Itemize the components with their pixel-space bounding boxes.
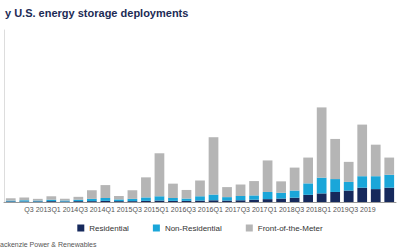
svg-text:Residential: Residential: [89, 224, 129, 233]
svg-text:Q1 2018: Q1 2018: [268, 206, 295, 214]
svg-text:Non-Residential: Non-Residential: [165, 224, 222, 233]
svg-text:Q3 2014: Q3 2014: [78, 206, 105, 214]
svg-text:Q1 2014: Q1 2014: [51, 206, 78, 214]
svg-text:Q3 2019: Q3 2019: [349, 206, 376, 214]
svg-text:Q3 2018: Q3 2018: [295, 206, 322, 214]
svg-text:ackenzie Power & Renewables: ackenzie Power & Renewables: [0, 241, 97, 248]
svg-text:Q3 2015: Q3 2015: [133, 206, 160, 214]
svg-text:Q3 2016: Q3 2016: [187, 206, 214, 214]
svg-text:Q3 2017: Q3 2017: [241, 206, 268, 214]
svg-text:Q1 2017: Q1 2017: [214, 206, 241, 214]
svg-text:Q1 2016: Q1 2016: [160, 206, 187, 214]
svg-text:Q1 2015: Q1 2015: [105, 206, 132, 214]
svg-text:Front-of-the-Meter: Front-of-the-Meter: [258, 224, 323, 233]
svg-text:Q1 2019: Q1 2019: [322, 206, 349, 214]
svg-text:y U.S. energy storage deployme: y U.S. energy storage deployments: [5, 7, 188, 19]
svg-text:Q3 2013: Q3 2013: [24, 206, 51, 214]
